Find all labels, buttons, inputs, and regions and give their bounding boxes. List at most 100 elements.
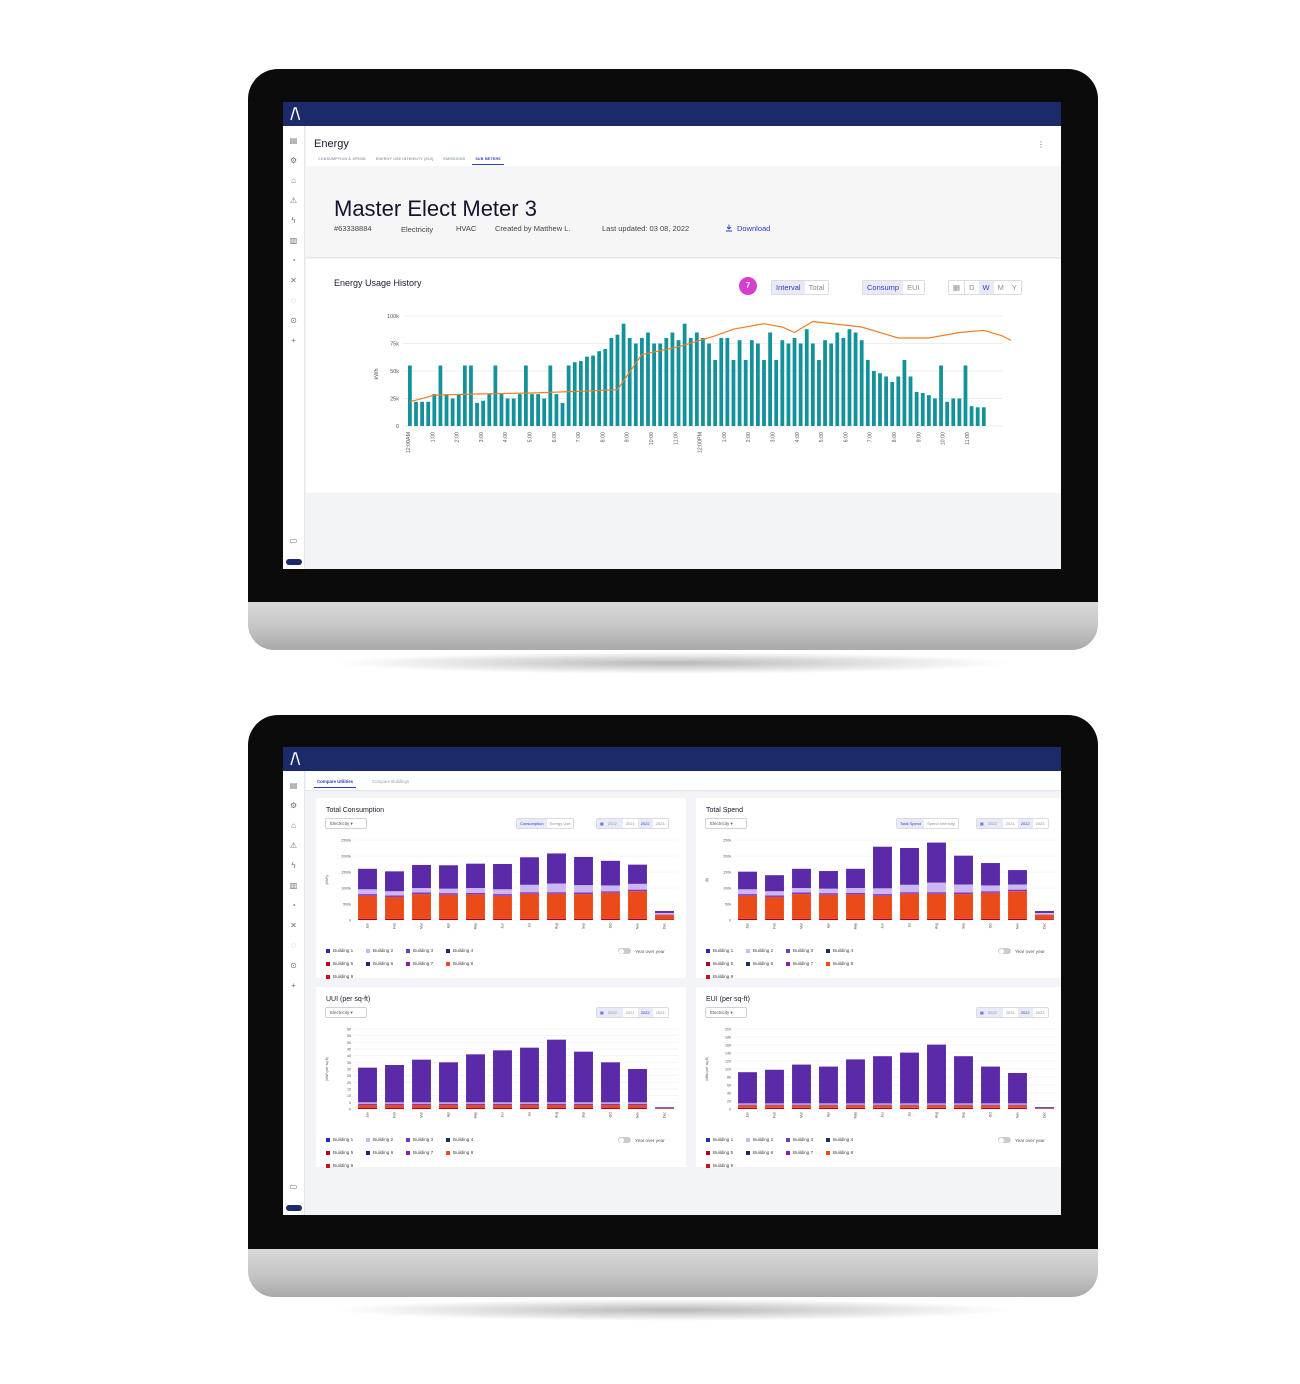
bar-segment-building-9[interactable] bbox=[520, 918, 539, 920]
bar-segment-building-3[interactable] bbox=[981, 891, 1000, 893]
bar-segment-building-8[interactable] bbox=[574, 1105, 593, 1108]
bar-segment-building-1[interactable] bbox=[819, 1066, 838, 1104]
bar-segment-building-3[interactable] bbox=[846, 1104, 865, 1106]
bar-segment-building-9[interactable] bbox=[792, 1107, 811, 1109]
legend-item[interactable]: Building 7 bbox=[406, 1150, 446, 1155]
usage-bar[interactable] bbox=[865, 360, 870, 426]
usage-bar[interactable] bbox=[444, 394, 449, 426]
usage-bar[interactable] bbox=[945, 401, 950, 426]
usage-bar[interactable] bbox=[688, 338, 693, 426]
bar-segment-building-8[interactable] bbox=[900, 1105, 919, 1108]
bar-segment-building-1[interactable] bbox=[601, 1062, 620, 1103]
usage-bar[interactable] bbox=[469, 365, 473, 427]
bar-segment-building-1[interactable] bbox=[628, 1069, 647, 1103]
bar-segment-building-1[interactable] bbox=[547, 853, 566, 884]
plus-icon[interactable]: + bbox=[291, 981, 296, 990]
period-year[interactable]: Y bbox=[1011, 283, 1017, 292]
bar-segment-building-1[interactable] bbox=[846, 1059, 865, 1104]
bar-segment-building-8[interactable] bbox=[900, 893, 919, 919]
usage-bar[interactable] bbox=[762, 360, 766, 426]
bar-segment-building-2[interactable] bbox=[1008, 884, 1027, 890]
legend-item[interactable]: Building 4 bbox=[446, 1137, 486, 1142]
bar-segment-building-9[interactable] bbox=[873, 1107, 892, 1109]
legend-item[interactable]: Building 7 bbox=[406, 961, 446, 966]
bar-segment-building-8[interactable] bbox=[981, 1105, 1000, 1108]
lock-icon[interactable]: ◔ bbox=[291, 256, 296, 265]
legend-item[interactable]: Building 5 bbox=[706, 961, 746, 966]
year-over-year-toggle[interactable]: Year over year bbox=[998, 948, 1045, 954]
interval-option[interactable]: Interval bbox=[772, 281, 805, 294]
usage-bar[interactable] bbox=[878, 373, 882, 426]
bar-segment-building-3[interactable] bbox=[819, 1104, 838, 1106]
year-2021[interactable]: 2021 bbox=[1005, 1010, 1015, 1015]
bar-segment-building-1[interactable] bbox=[358, 868, 377, 890]
bar-segment-building-3[interactable] bbox=[466, 892, 485, 895]
usage-bar[interactable] bbox=[725, 338, 730, 426]
year-calendar[interactable]: ▦ 2022 bbox=[977, 819, 1003, 828]
metric-option-primary[interactable]: Consumption bbox=[517, 819, 547, 828]
bar-segment-building-8[interactable] bbox=[792, 894, 811, 919]
usage-bar[interactable] bbox=[462, 365, 467, 427]
bar-segment-building-8[interactable] bbox=[738, 895, 757, 919]
year-over-year-toggle[interactable]: Year over year bbox=[618, 1137, 665, 1143]
bar-segment-building-3[interactable] bbox=[439, 893, 458, 895]
legend-item[interactable]: Building 8 bbox=[826, 961, 866, 966]
toggle-switch[interactable] bbox=[998, 1137, 1011, 1143]
bar-segment-building-8[interactable] bbox=[1035, 914, 1054, 920]
bar-segment-building-3[interactable] bbox=[574, 1103, 593, 1105]
usage-bar[interactable] bbox=[633, 343, 638, 427]
toggle-switch[interactable] bbox=[998, 948, 1011, 954]
network-icon[interactable]: ⚙ bbox=[289, 801, 298, 810]
bar-segment-building-1[interactable] bbox=[439, 1062, 458, 1103]
bar-segment-building-3[interactable] bbox=[792, 1104, 811, 1106]
usage-bar[interactable] bbox=[798, 343, 803, 427]
usage-bar[interactable] bbox=[682, 323, 687, 426]
bar-segment-building-8[interactable] bbox=[547, 893, 566, 919]
bar-segment-building-9[interactable] bbox=[574, 1107, 593, 1109]
bar-segment-building-8[interactable] bbox=[873, 895, 892, 919]
bar-segment-building-3[interactable] bbox=[873, 894, 892, 896]
bar-segment-building-3[interactable] bbox=[412, 892, 431, 895]
bar-segment-building-1[interactable] bbox=[574, 1051, 593, 1103]
usage-bar[interactable] bbox=[524, 365, 528, 427]
alert-icon[interactable]: ⚠ bbox=[289, 841, 298, 850]
bar-segment-building-1[interactable] bbox=[574, 856, 593, 886]
legend-item[interactable]: Building 9 bbox=[326, 1163, 366, 1168]
utility-dropdown[interactable]: Electricity ▾ bbox=[705, 818, 747, 829]
calendar-icon[interactable]: ▦ bbox=[949, 281, 966, 294]
bar-segment-building-3[interactable] bbox=[738, 1104, 757, 1106]
tools-icon[interactable]: ✕ bbox=[290, 276, 297, 285]
usage-bar[interactable] bbox=[719, 338, 724, 426]
report-icon[interactable]: ▥ bbox=[289, 881, 298, 890]
year-2023[interactable]: 2023 bbox=[655, 1010, 665, 1015]
bar-segment-building-1[interactable] bbox=[819, 871, 838, 889]
lock-icon[interactable]: ◔ bbox=[291, 901, 296, 910]
period-day[interactable]: D bbox=[969, 283, 975, 292]
bar-segment-building-1[interactable] bbox=[1008, 1073, 1027, 1104]
bar-segment-building-2[interactable] bbox=[493, 1102, 512, 1104]
bar-segment-building-2[interactable] bbox=[412, 888, 431, 893]
bar-segment-building-9[interactable] bbox=[493, 1107, 512, 1109]
year-2021[interactable]: 2021 bbox=[625, 821, 635, 826]
bar-segment-building-3[interactable] bbox=[628, 889, 647, 892]
usage-bar[interactable] bbox=[890, 382, 895, 426]
bar-segment-building-3[interactable] bbox=[493, 1103, 512, 1105]
bar-segment-building-8[interactable] bbox=[439, 894, 458, 919]
usage-bar[interactable] bbox=[817, 360, 821, 426]
bar-segment-building-8[interactable] bbox=[1008, 891, 1027, 919]
bar-segment-building-8[interactable] bbox=[601, 892, 620, 919]
usage-bar[interactable] bbox=[823, 340, 827, 426]
bar-segment-building-1[interactable] bbox=[981, 863, 1000, 886]
year-2023[interactable]: 2023 bbox=[1035, 1010, 1045, 1015]
legend-item[interactable]: Building 1 bbox=[706, 1137, 746, 1142]
bar-segment-building-1[interactable] bbox=[954, 855, 973, 885]
bar-segment-building-9[interactable] bbox=[927, 1107, 946, 1109]
usage-bar[interactable] bbox=[920, 393, 925, 426]
bar-segment-building-3[interactable] bbox=[819, 893, 838, 895]
bar-segment-building-9[interactable] bbox=[412, 918, 431, 920]
bar-segment-building-3[interactable] bbox=[520, 1103, 539, 1105]
usage-bar[interactable] bbox=[981, 407, 986, 426]
bar-segment-building-8[interactable] bbox=[765, 896, 784, 919]
usage-bar[interactable] bbox=[768, 332, 772, 427]
bar-segment-building-9[interactable] bbox=[1035, 919, 1054, 920]
